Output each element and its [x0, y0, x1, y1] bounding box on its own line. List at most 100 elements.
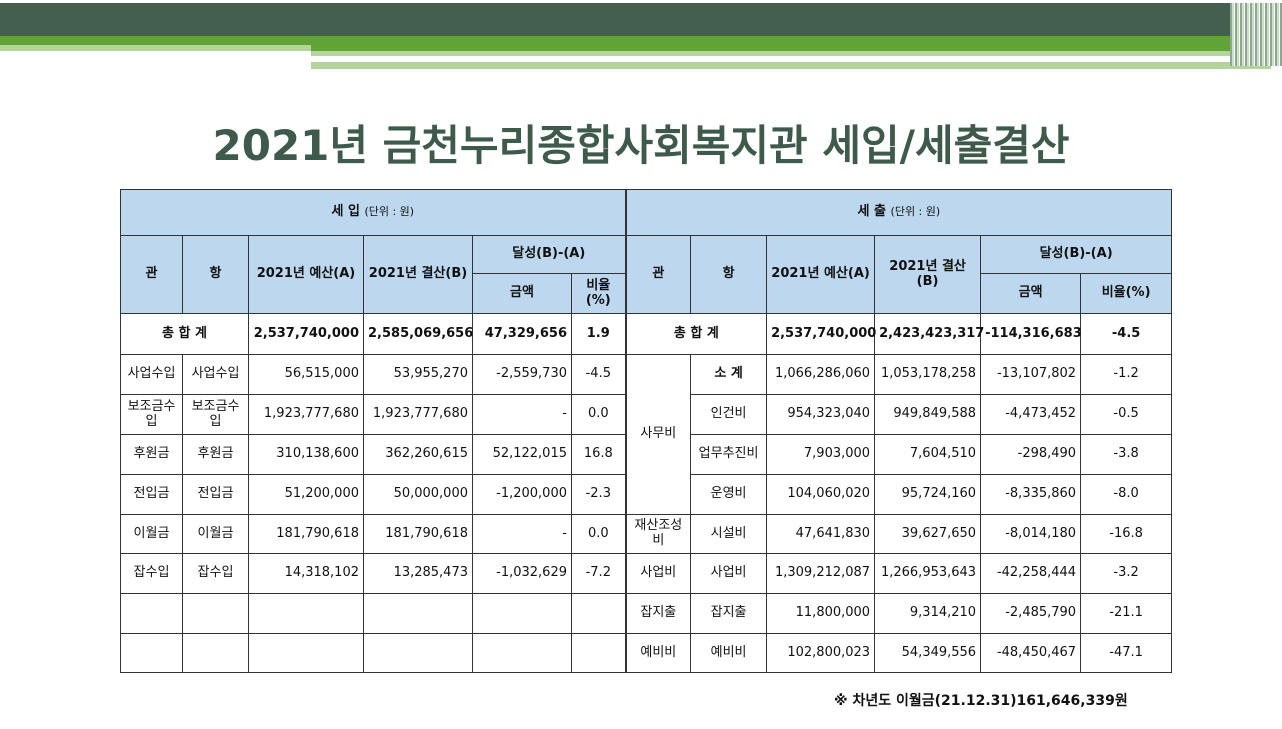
- expense-hang: 잡지출: [690, 593, 768, 634]
- table-row: 잡수입 잡수입 14,318,102 13,285,473 -1,032,629 -7.2…: [120, 553, 1173, 594]
- income-gwan: 잡수입: [120, 553, 183, 594]
- header-band-dark: [0, 3, 1282, 36]
- income-amount: -: [472, 514, 572, 554]
- expense-gwan: 잡지출: [625, 593, 692, 634]
- expense-budget: 11,800,000: [766, 593, 876, 634]
- expense-col-budget: 2021년 예산(A): [766, 235, 876, 314]
- header-band-gap: [311, 59, 487, 62]
- income-gwan: 후원금: [120, 434, 183, 475]
- income-settle: 181,790,618: [363, 514, 473, 554]
- expense-total-label: 총 합 계: [625, 313, 768, 355]
- income-hang: 전입금: [182, 474, 249, 515]
- carryover-note: ※ 차년도 이월금(21.12.31)161,646,339원: [834, 693, 1128, 709]
- expense-gwan: 예비비: [625, 633, 692, 673]
- income-gwan-empty: [120, 633, 183, 673]
- settlement-table: 세 입 (단위 : 원) 세 출 (단위 : 원) 관 항 2021년 예산(A…: [119, 189, 1173, 673]
- expense-total-ratio: -4.5: [1080, 313, 1173, 355]
- header-band-light: [311, 62, 1271, 69]
- expense-settle: 39,627,650: [874, 514, 982, 554]
- total-row: 총 합 계 2,537,740,000 2,585,069,656 47,329…: [120, 313, 1173, 355]
- income-gwan-empty: [120, 593, 183, 634]
- table-row: 후원금 후원금 310,138,600 362,260,615 52,122,015 16…: [120, 434, 1173, 475]
- income-budget: 14,318,102: [248, 553, 364, 594]
- income-budget: 310,138,600: [248, 434, 364, 475]
- expense-ratio: -1.2: [1080, 354, 1173, 395]
- income-col-settle: 2021년 결산(B): [363, 235, 473, 314]
- expense-settle: 9,314,210: [874, 593, 982, 634]
- income-amount-empty: [472, 633, 572, 673]
- income-amount: -1,032,629: [472, 553, 572, 594]
- expense-col-achieve: 달성(B)-(A): [980, 235, 1173, 274]
- income-total-settle: 2,585,069,656: [363, 313, 473, 355]
- expense-hang: 예비비: [690, 633, 768, 673]
- expense-hang: 사업비: [690, 553, 768, 594]
- income-settle-empty: [363, 633, 473, 673]
- income-total-budget: 2,537,740,000: [248, 313, 364, 355]
- expense-budget: 102,800,023: [766, 633, 876, 673]
- income-settle: 50,000,000: [363, 474, 473, 515]
- income-gwan: 사업수입: [120, 354, 183, 395]
- expense-col-gwan: 관: [625, 235, 692, 314]
- expense-ratio: -21.1: [1080, 593, 1173, 634]
- expense-budget: 7,903,000: [766, 434, 876, 475]
- income-ratio: 0.0: [570, 514, 627, 554]
- income-gwan: 이월금: [120, 514, 183, 554]
- expense-ratio: -16.8: [1080, 514, 1173, 554]
- expense-col-amount: 금액: [980, 273, 1082, 314]
- income-amount: 52,122,015: [472, 434, 572, 475]
- income-budget: 1,923,777,680: [248, 394, 364, 435]
- expense-total-settle: 2,423,423,317: [874, 313, 984, 355]
- expense-budget: 1,066,286,060: [766, 354, 876, 395]
- expense-amount: -8,014,180: [980, 514, 1082, 554]
- header-band-light: [311, 51, 1271, 56]
- income-ratio: 16.8: [570, 434, 627, 475]
- income-unit: (단위 : 원): [364, 205, 415, 219]
- income-budget: 51,200,000: [248, 474, 364, 515]
- expense-amount: -13,107,802: [980, 354, 1082, 395]
- expense-budget: 104,060,020: [766, 474, 876, 515]
- income-settle: 53,955,270: [363, 354, 473, 395]
- expense-amount: -8,335,860: [980, 474, 1082, 515]
- header-band-green: [0, 36, 1282, 51]
- income-col-amount: 금액: [472, 273, 572, 314]
- expense-total-amount: -114,316,683: [980, 313, 1082, 355]
- income-hang: 잡수입: [182, 553, 249, 594]
- expense-settle: 95,724,160: [874, 474, 982, 515]
- income-hang: 후원금: [182, 434, 249, 475]
- income-col-gwan: 관: [120, 235, 183, 314]
- income-amount-empty: [472, 593, 572, 634]
- expense-budget: 954,323,040: [766, 394, 876, 435]
- income-amount: -: [472, 394, 572, 435]
- expense-ratio: -0.5: [1080, 394, 1173, 435]
- expense-header: 세 출 (단위 : 원): [625, 189, 1173, 236]
- income-gwan: 보조금수입: [120, 394, 183, 435]
- income-ratio: -2.3: [570, 474, 627, 515]
- income-label: 세 입: [331, 204, 360, 220]
- expense-ratio: -3.8: [1080, 434, 1173, 475]
- income-hang: 보조금수입: [182, 394, 249, 435]
- expense-settle: 1,053,178,258: [874, 354, 982, 395]
- income-budget: 181,790,618: [248, 514, 364, 554]
- income-ratio-empty: [570, 633, 627, 673]
- expense-amount: -4,473,452: [980, 394, 1082, 435]
- income-ratio: -4.5: [570, 354, 627, 395]
- income-budget-empty: [248, 633, 364, 673]
- income-amount: -1,200,000: [472, 474, 572, 515]
- header-band-stripes: [1230, 3, 1282, 66]
- table-row: 이월금 이월금 181,790,618 181,790,618-0.0 재산조성비 시설비…: [120, 514, 1173, 554]
- income-budget-empty: [248, 593, 364, 634]
- income-col-ratio: 비율(%): [570, 273, 627, 314]
- expense-budget: 1,309,212,087: [766, 553, 876, 594]
- income-ratio: -7.2: [570, 553, 627, 594]
- expense-settle: 1,266,953,643: [874, 553, 982, 594]
- expense-amount: -2,485,790: [980, 593, 1082, 634]
- income-settle: 1,923,777,680: [363, 394, 473, 435]
- expense-amount: -298,490: [980, 434, 1082, 475]
- income-col-achieve: 달성(B)-(A): [471, 235, 627, 274]
- expense-col-ratio: 비율(%): [1080, 273, 1173, 314]
- income-total-amount: 47,329,656: [472, 313, 572, 355]
- expense-ratio: -47.1: [1080, 633, 1173, 673]
- table-row: 잡지출 잡지출 11,800,000 9,314,210 -2,485,790 -21.1: [120, 593, 1173, 634]
- expense-budget: 47,641,830: [766, 514, 876, 554]
- income-budget: 56,515,000: [248, 354, 364, 395]
